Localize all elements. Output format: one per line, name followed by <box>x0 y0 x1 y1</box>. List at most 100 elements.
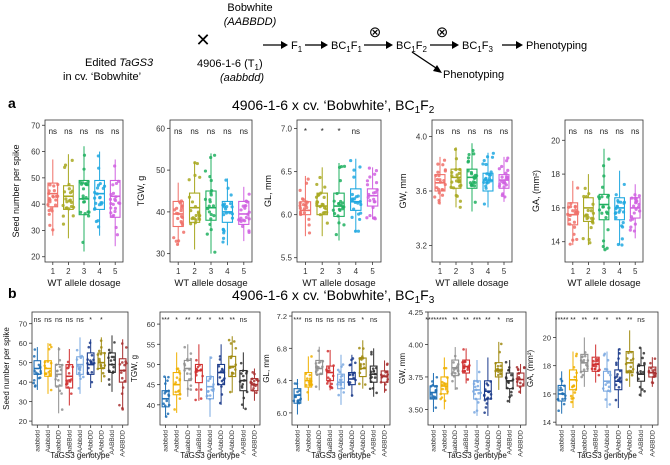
data-point <box>165 399 169 403</box>
plot-b-2: 6.0 6.4 6.8 7.2 GL, mm TaGS3 genotype *** aabbd… <box>262 311 391 460</box>
x-tick-label: 2 <box>192 267 197 276</box>
data-point <box>113 197 117 201</box>
data-point <box>362 362 366 366</box>
data-point <box>327 366 331 370</box>
data-point <box>367 166 371 170</box>
data-point <box>373 376 377 379</box>
significance-label: ns <box>207 127 215 136</box>
data-point <box>81 181 85 185</box>
x-tick-label: 1 <box>571 267 576 276</box>
data-point <box>472 184 477 188</box>
data-point <box>515 365 519 369</box>
x-tick-label: 5 <box>370 267 375 276</box>
significance-label: ns <box>615 127 623 136</box>
data-point <box>368 199 372 203</box>
box <box>482 172 494 192</box>
data-point <box>239 208 243 212</box>
data-point <box>199 397 203 400</box>
x-axis-label: WT allele dosage <box>567 278 640 289</box>
data-point <box>604 216 608 220</box>
significance-label: ns <box>80 127 88 136</box>
significance-label: ns <box>326 317 334 324</box>
data-point <box>580 375 583 379</box>
data-point <box>516 368 520 372</box>
data-point <box>621 221 625 225</box>
data-point <box>438 178 442 182</box>
y-tick-label: 60 <box>19 339 27 348</box>
data-point <box>583 354 587 358</box>
data-point <box>373 172 377 176</box>
x-tick-label: AAbbdd <box>207 430 214 454</box>
data-point <box>604 398 608 401</box>
data-point <box>78 371 81 375</box>
y-tick-label: 60 <box>156 124 165 133</box>
significance-label: ns <box>316 317 324 324</box>
bc1f1-label: BC1F1 <box>331 40 362 54</box>
data-point <box>229 342 233 345</box>
data-point <box>90 380 94 384</box>
data-point <box>194 213 198 218</box>
data-point <box>467 152 471 157</box>
data-point <box>352 168 356 172</box>
x-tick-label: aaBBdd <box>593 430 600 454</box>
data-point <box>334 232 338 237</box>
data-point <box>90 370 94 374</box>
data-point <box>52 189 56 193</box>
x-tick-label: aabbdd <box>163 430 170 452</box>
data-point <box>212 153 217 157</box>
data-point <box>615 375 619 378</box>
arrow-head <box>321 41 328 49</box>
data-point <box>602 353 606 357</box>
significance-label: ** <box>185 317 191 324</box>
data-point <box>477 401 480 404</box>
box <box>299 201 312 216</box>
data-point <box>342 391 345 394</box>
data-point <box>187 378 191 381</box>
significance-label: * <box>304 127 307 136</box>
data-point <box>252 379 256 383</box>
data-point <box>441 163 445 167</box>
data-point <box>351 373 355 377</box>
y-axis-label: GW, mm <box>398 174 408 209</box>
significance-label: * <box>209 317 212 324</box>
box <box>315 359 324 375</box>
bc1f2-label: BC1F2 <box>396 40 427 54</box>
x-tick-label: AAbbDD <box>229 430 236 456</box>
data-point <box>571 209 575 213</box>
data-point <box>457 171 461 175</box>
data-point <box>182 230 186 234</box>
data-point <box>491 151 495 155</box>
significance-label: ns <box>584 127 592 136</box>
significance-label: ns <box>223 127 231 136</box>
y-tick-label: 55 <box>147 340 155 349</box>
data-point <box>227 338 231 342</box>
data-point <box>356 229 361 233</box>
y-tick-label: 6.0 <box>277 409 287 418</box>
data-point <box>56 369 59 373</box>
data-point <box>208 198 212 202</box>
data-point <box>209 217 213 221</box>
data-point <box>477 391 480 395</box>
y-tick-label: 3.6 <box>416 187 428 196</box>
x-tick-label: 2 <box>454 267 459 276</box>
box <box>358 357 367 378</box>
box <box>76 356 84 375</box>
data-point <box>64 197 68 201</box>
data-point <box>84 182 88 187</box>
data-point <box>470 183 474 188</box>
data-point <box>443 168 447 172</box>
data-point <box>557 409 560 412</box>
x-tick-label: Aabbdd <box>174 430 181 453</box>
data-point <box>251 371 255 374</box>
data-point <box>81 194 85 198</box>
data-point <box>488 174 492 178</box>
x-tick-label: 4 <box>225 267 230 276</box>
box <box>78 179 90 216</box>
data-point <box>229 193 233 197</box>
data-point <box>175 376 179 379</box>
data-point <box>337 393 340 397</box>
data-point <box>451 379 454 383</box>
data-point <box>60 408 64 411</box>
